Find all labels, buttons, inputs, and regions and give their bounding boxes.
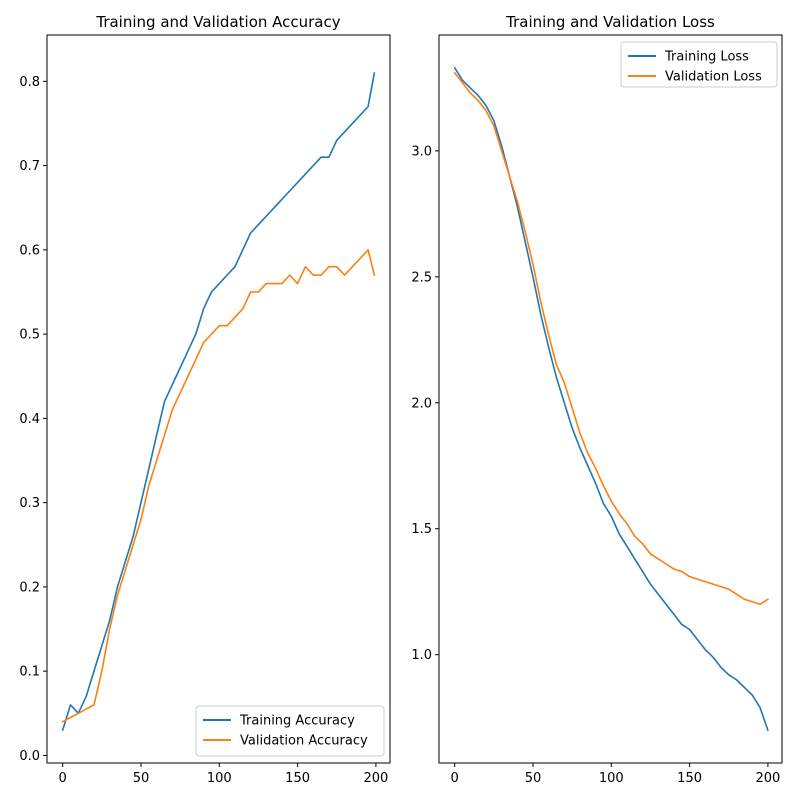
accuracy-y-tick-label: 0.0 bbox=[19, 749, 40, 764]
accuracy-chart: Training and Validation Accuracy 0.00.10… bbox=[19, 13, 391, 786]
accuracy-x-tick-label: 100 bbox=[207, 771, 232, 786]
validation-loss-line bbox=[453, 71, 769, 606]
loss-legend-box bbox=[620, 41, 778, 88]
loss-x-tick-label: 100 bbox=[599, 771, 624, 786]
accuracy-y-tick-label: 0.1 bbox=[19, 665, 40, 680]
training-loss-legend-label: Training Loss bbox=[664, 50, 749, 65]
accuracy-y-tick-label: 0.4 bbox=[19, 412, 40, 427]
accuracy-y-axis: 0.0 0.1 0.2 0.3 0.4 0.5 0.6 0.7 0.8 bbox=[19, 75, 47, 764]
accuracy-series bbox=[61, 72, 376, 731]
accuracy-y-tick-label: 0.2 bbox=[19, 580, 40, 595]
loss-y-tick-label: 1.0 bbox=[411, 648, 432, 663]
loss-y-axis: 1.0 1.5 2.0 2.5 3.0 bbox=[411, 144, 439, 663]
loss-series bbox=[453, 66, 769, 732]
accuracy-plot-area bbox=[46, 34, 391, 764]
training-loss-line bbox=[453, 66, 769, 732]
loss-x-tick-label: 0 bbox=[451, 771, 459, 786]
accuracy-y-tick-label: 0.7 bbox=[19, 159, 40, 174]
loss-y-tick-label: 1.5 bbox=[411, 522, 432, 537]
accuracy-x-tick-label: 50 bbox=[133, 771, 150, 786]
validation-accuracy-line bbox=[61, 249, 376, 723]
accuracy-y-tick-label: 0.8 bbox=[19, 75, 40, 90]
loss-x-tick-label: 150 bbox=[677, 771, 702, 786]
accuracy-legend: Training Accuracy Validation Accuracy bbox=[195, 705, 385, 757]
loss-x-tick-label: 200 bbox=[755, 771, 780, 786]
loss-chart: Training and Validation Loss 1.0 1.5 2.0 2.… bbox=[411, 13, 783, 786]
loss-x-tick-label: 50 bbox=[525, 771, 542, 786]
accuracy-x-tick-label: 200 bbox=[363, 771, 388, 786]
loss-x-axis: 0 50 100 150 200 bbox=[451, 763, 780, 786]
accuracy-y-tick-label: 0.5 bbox=[19, 328, 40, 343]
loss-y-tick-label: 3.0 bbox=[411, 144, 432, 159]
validation-loss-legend-label: Validation Loss bbox=[665, 70, 762, 85]
accuracy-x-tick-label: 0 bbox=[59, 771, 67, 786]
accuracy-x-tick-label: 150 bbox=[285, 771, 310, 786]
accuracy-legend-box bbox=[195, 705, 385, 757]
accuracy-x-axis: 0 50 100 150 200 bbox=[59, 763, 388, 786]
loss-chart-title: Training and Validation Loss bbox=[505, 13, 715, 31]
loss-y-tick-label: 2.0 bbox=[411, 396, 432, 411]
accuracy-y-tick-label: 0.6 bbox=[19, 243, 40, 258]
loss-y-tick-label: 2.5 bbox=[411, 270, 432, 285]
loss-plot-area bbox=[438, 34, 783, 764]
loss-legend: Training Loss Validation Loss bbox=[620, 41, 778, 88]
training-accuracy-line bbox=[61, 72, 376, 731]
training-accuracy-legend-label: Training Accuracy bbox=[239, 714, 355, 729]
validation-accuracy-legend-label: Validation Accuracy bbox=[240, 734, 368, 749]
accuracy-y-tick-label: 0.3 bbox=[19, 496, 40, 511]
accuracy-chart-title: Training and Validation Accuracy bbox=[95, 13, 340, 31]
